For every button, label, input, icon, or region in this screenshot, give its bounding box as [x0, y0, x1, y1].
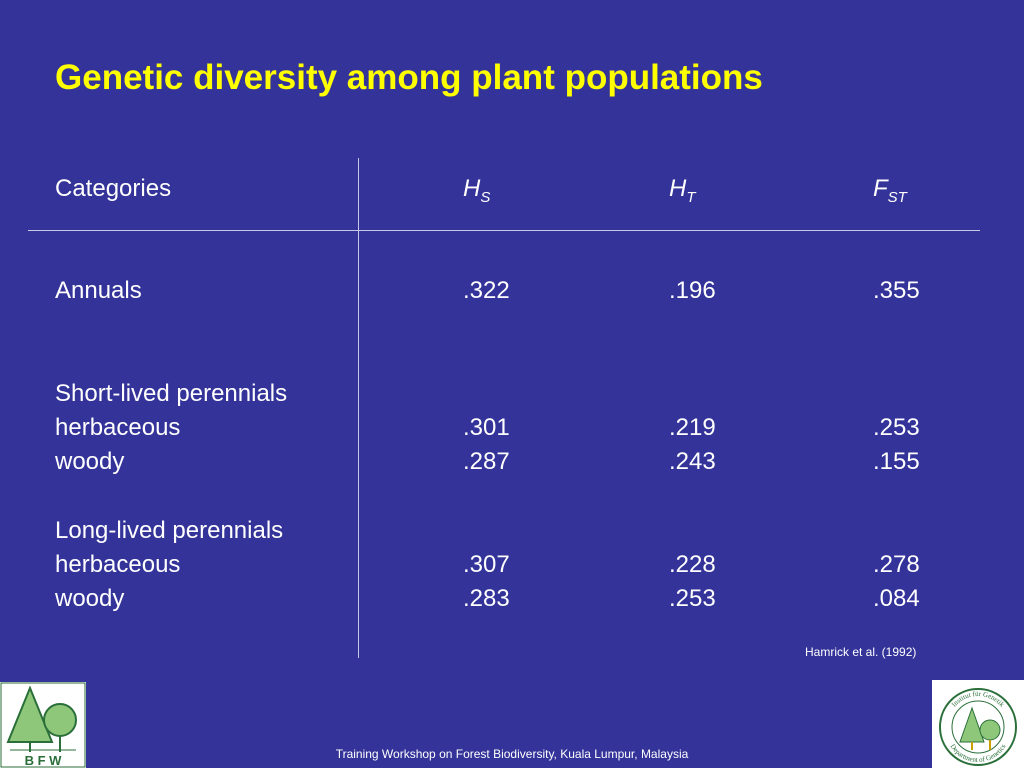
row-label: Annuals [55, 277, 142, 304]
cell-hs: .301 [463, 414, 510, 441]
citation: Hamrick et al. (1992) [805, 645, 917, 659]
header-hs: HS [463, 172, 490, 215]
row-label: herbaceous [55, 551, 181, 578]
header-hs-sub: S [480, 189, 491, 206]
cell-hs: .307 [463, 551, 510, 578]
header-hs-main: H [463, 175, 481, 202]
header-ht-main: H [669, 175, 687, 202]
header-fst-main: F [873, 175, 888, 202]
cell-hs: .283 [463, 585, 510, 612]
row-label: herbaceous [55, 414, 181, 441]
header-categories: Categories [55, 175, 172, 202]
cell-ht: .253 [669, 585, 716, 612]
cell-fst: .253 [873, 414, 920, 441]
cell-ht: .228 [669, 551, 716, 578]
header-fst-sub: ST [887, 189, 907, 206]
bfw-logo-text: B F W [25, 753, 63, 768]
genetics-department-logo: Institut für Genetik Department of Genet… [932, 680, 1024, 768]
slide-footer: Training Workshop on Forest Biodiversity… [335, 747, 689, 761]
table-vertical-divider [358, 158, 359, 658]
row-group-label: Short-lived perennials [55, 380, 288, 407]
cell-hs: .287 [463, 448, 510, 475]
cell-ht: .243 [669, 448, 716, 475]
table-header-divider [28, 230, 980, 231]
cell-ht: .196 [669, 277, 716, 304]
cell-ht: .219 [669, 414, 716, 441]
header-fst: FST [873, 172, 907, 215]
row-label: woody [55, 448, 125, 475]
header-ht-sub: T [686, 189, 696, 206]
cell-fst: .278 [873, 551, 920, 578]
genetics-seal-icon: Institut für Genetik Department of Genet… [939, 688, 1017, 766]
bfw-logo: B F W [0, 682, 86, 768]
cell-fst: .155 [873, 448, 920, 475]
row-label: woody [55, 585, 125, 612]
cell-fst: .084 [873, 585, 920, 612]
row-group-label: Long-lived perennials [55, 517, 284, 544]
bfw-tree-icon: B F W [0, 682, 86, 768]
cell-hs: .322 [463, 277, 510, 304]
header-ht: HT [669, 172, 696, 215]
cell-fst: .355 [873, 277, 920, 304]
slide-title: Genetic diversity among plant population… [55, 58, 763, 97]
